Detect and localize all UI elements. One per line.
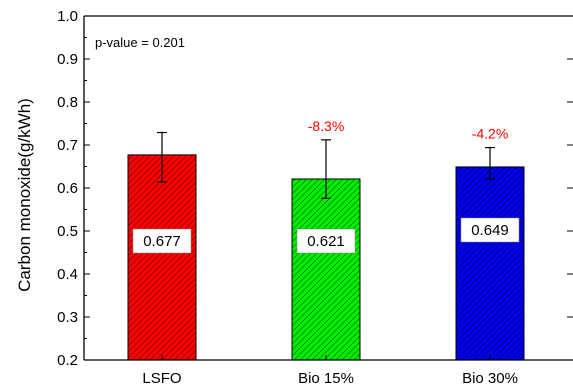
- bar-1: [291, 178, 361, 361]
- change-label-1: -8.3%: [308, 118, 345, 134]
- x-tick-label-2: Bio 30%: [462, 370, 518, 385]
- change-label-2: -4.2%: [472, 126, 509, 142]
- x-tick-label-1: Bio 15%: [298, 370, 354, 385]
- value-label-box-2: [460, 217, 520, 243]
- p-value-annotation: p-value = 0.201: [95, 35, 185, 50]
- x-tick-label-0: LSFO: [142, 370, 181, 385]
- y-tick-label-8: 1.0: [57, 8, 78, 25]
- error-bars-layer: [157, 131, 495, 199]
- y-tick-label-4: 0.6: [57, 180, 78, 197]
- bar-2: [455, 166, 525, 361]
- value-label-2: 0.649: [471, 222, 509, 239]
- y-tick-label-2: 0.4: [57, 266, 78, 283]
- value-labels-layer: 0.677 0.621 -8.3% 0.649 -4.2%: [132, 118, 520, 254]
- axes-layer: LSFO Bio 15% Bio 30% 0.2 0.3 0.4 0.5 0.6 0.7 0.8 0…: [57, 8, 573, 385]
- bar-0: [127, 154, 197, 361]
- y-tick-label-1: 0.3: [57, 309, 78, 326]
- y-tick-label-0: 0.2: [57, 352, 78, 369]
- value-label-box-1: [296, 228, 356, 254]
- value-label-1: 0.621: [307, 233, 345, 250]
- value-label-0: 0.677: [143, 233, 181, 250]
- y-tick-label-6: 0.8: [57, 94, 78, 111]
- y-tick-label-5: 0.7: [57, 137, 78, 154]
- y-tick-label-7: 0.9: [57, 51, 78, 68]
- value-label-box-0: [132, 228, 192, 254]
- ylabel: Carbon monoxide(g/kWh): [15, 98, 34, 292]
- y-tick-label-3: 0.5: [57, 223, 78, 240]
